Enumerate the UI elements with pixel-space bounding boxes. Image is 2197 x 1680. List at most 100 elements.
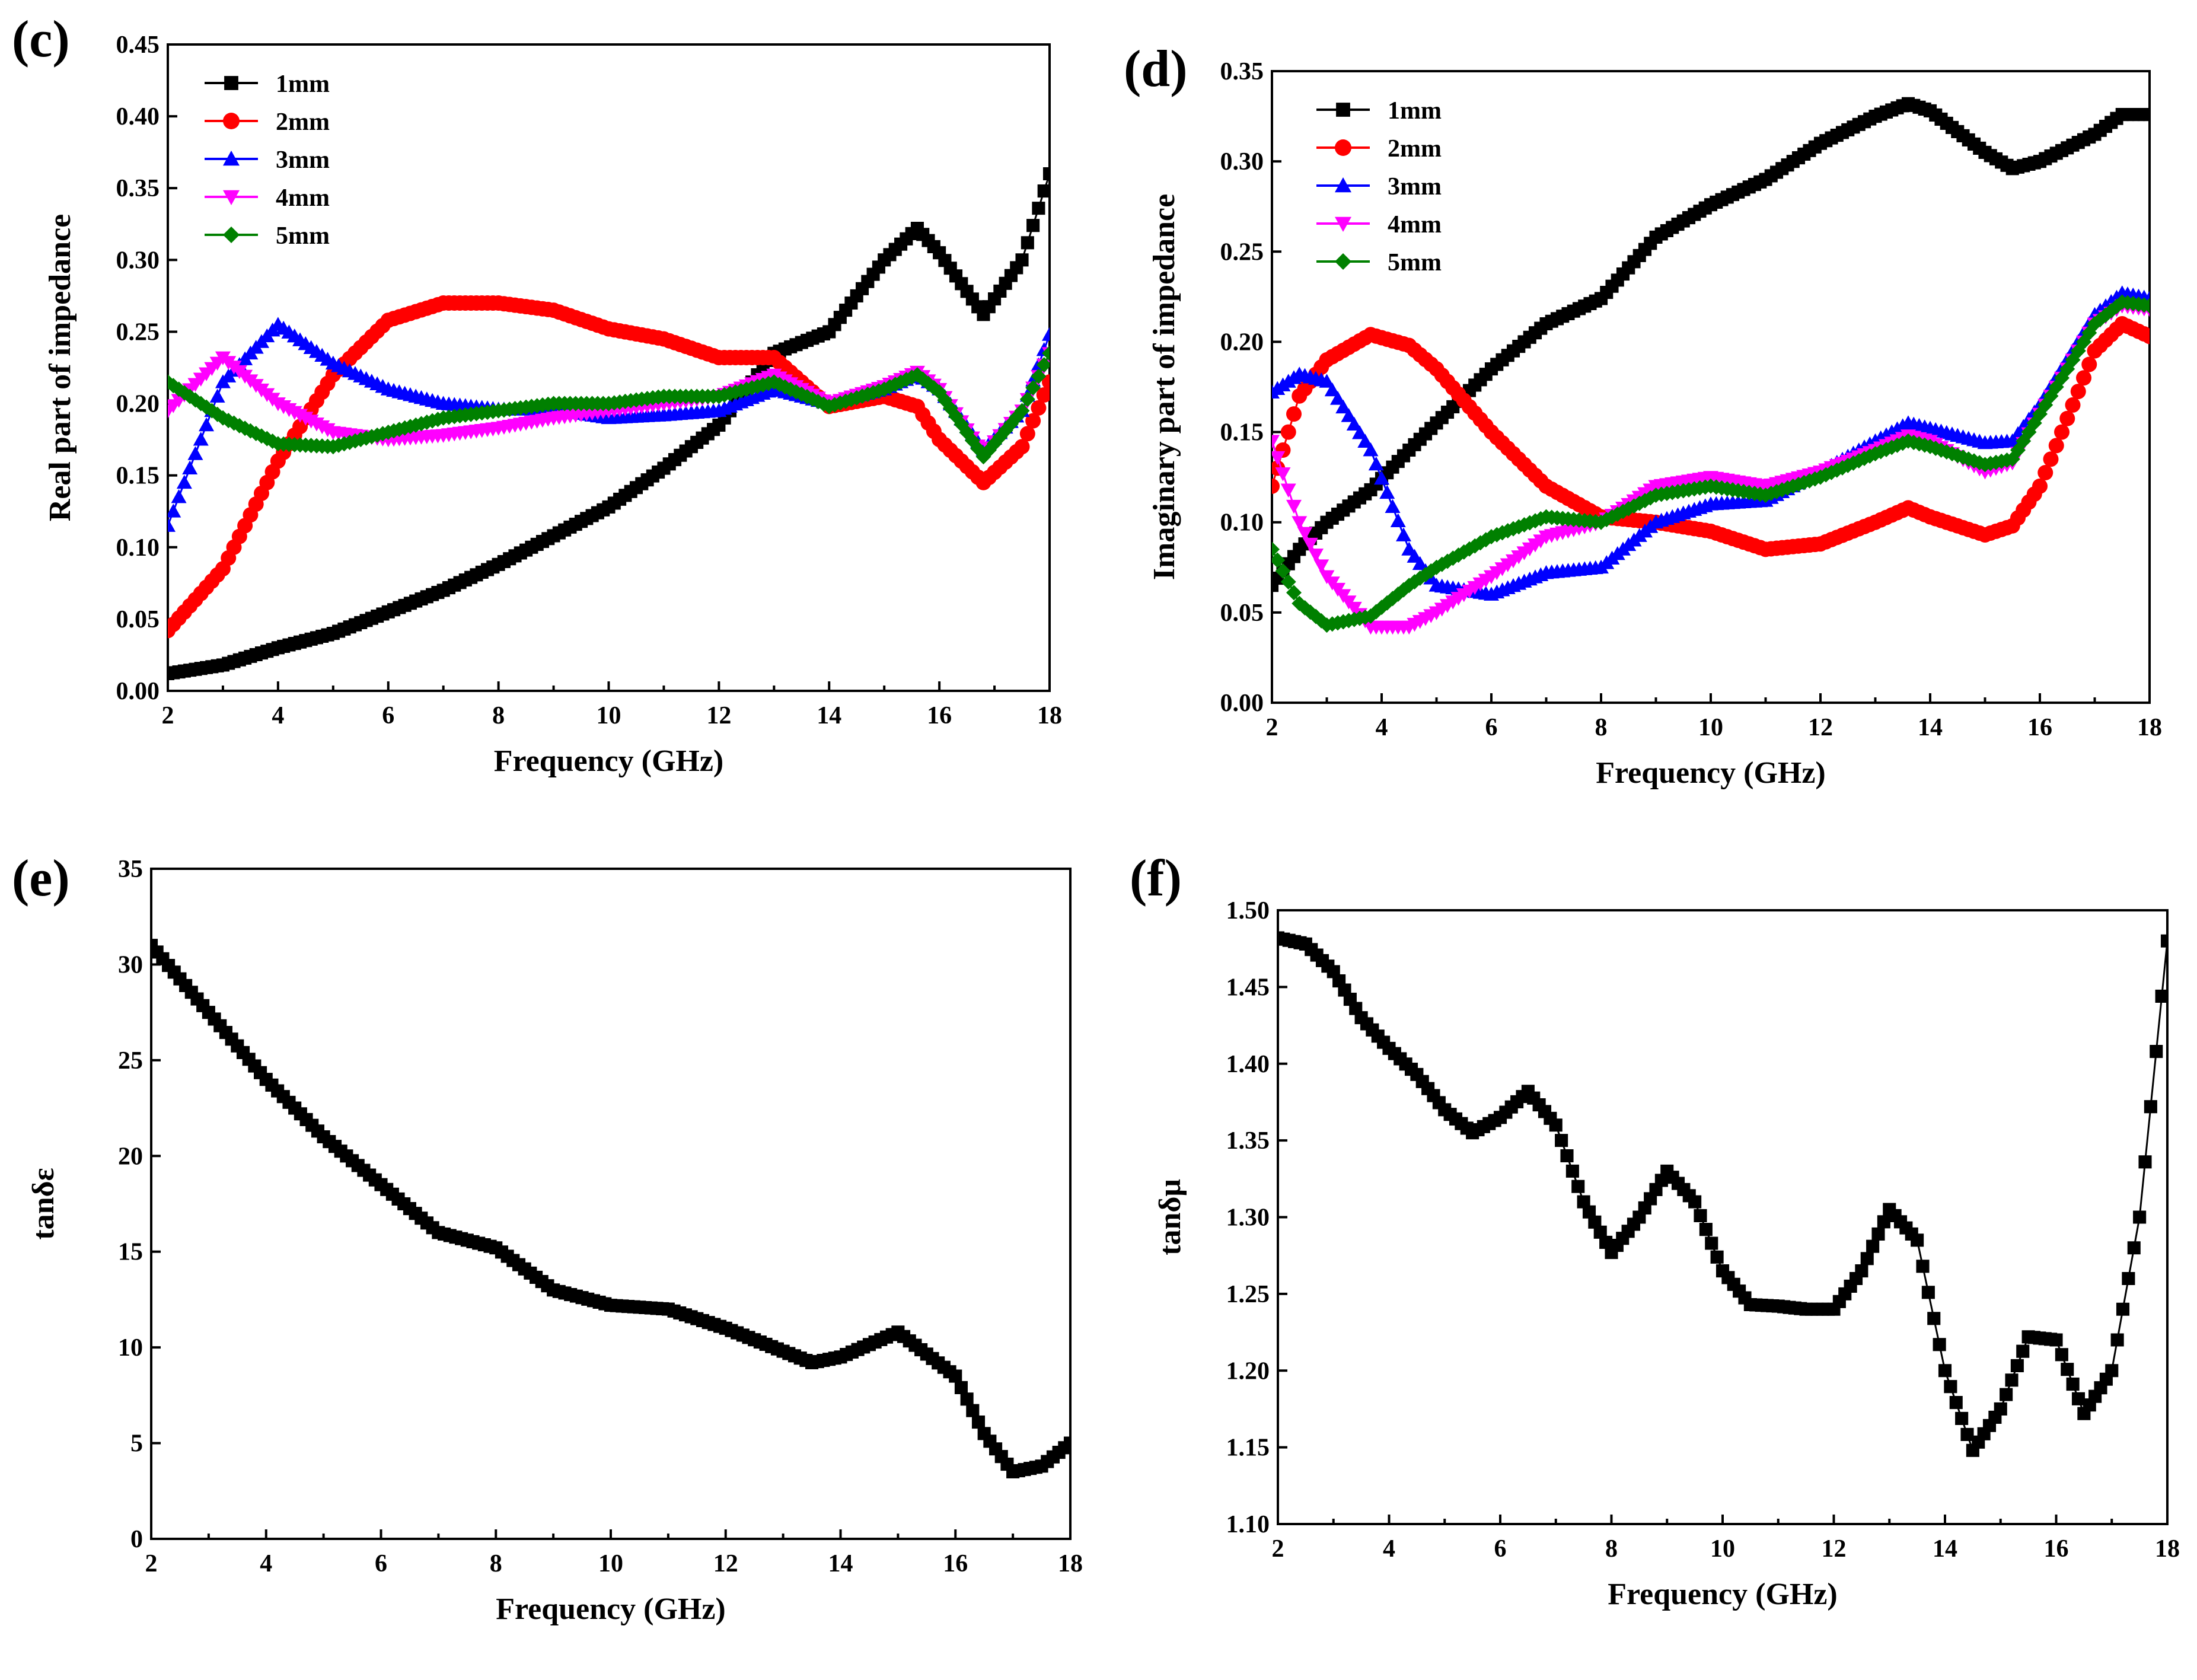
x-tick-label: 4 (1376, 714, 1388, 741)
data-point (1036, 387, 1050, 403)
data-point (1994, 1402, 2007, 1416)
data-point (2071, 1392, 2086, 1405)
x-tick-label: 14 (817, 702, 841, 729)
data-point (2116, 1302, 2130, 1316)
legend-marker (1335, 139, 1351, 156)
data-point (168, 404, 176, 419)
plot-area (168, 167, 1050, 680)
data-point (1014, 439, 1030, 455)
data-point (1286, 499, 1302, 514)
data-point (1710, 1250, 1724, 1264)
series-5mm (168, 345, 1050, 465)
x-tick-label: 18 (2137, 714, 2162, 741)
data-point (2005, 1373, 2019, 1387)
data-point (1705, 1236, 1718, 1250)
data-point (1042, 327, 1050, 341)
legend-label: 4mm (276, 184, 330, 212)
data-point (1396, 527, 1411, 541)
x-axis-title: Frequency (GHz) (1596, 756, 1826, 790)
data-point (2081, 356, 2097, 372)
x-tick-label: 6 (1485, 714, 1498, 741)
data-point (1015, 253, 1029, 267)
x-tick-label: 16 (2027, 714, 2052, 741)
data-point (1019, 391, 1035, 407)
y-tick-label: 15 (118, 1239, 143, 1266)
plot-area (151, 939, 1070, 1479)
data-point (1292, 516, 1308, 530)
data-point (1031, 368, 1047, 384)
data-point (1280, 574, 1296, 590)
y-tick-label: 0.20 (116, 391, 160, 418)
x-tick-label: 16 (943, 1550, 968, 1577)
data-point (1272, 451, 1286, 466)
legend-marker (1335, 253, 1351, 270)
panel-label: (e) (12, 850, 70, 907)
data-point (1330, 391, 1345, 405)
y-tick-label: 0.10 (1220, 509, 1264, 537)
data-point (182, 460, 198, 474)
x-tick-label: 16 (927, 702, 952, 729)
y-tick-label: 1.25 (1226, 1281, 1270, 1308)
x-tick-label: 4 (1383, 1535, 1395, 1563)
x-tick-label: 6 (1494, 1535, 1507, 1563)
data-point (1960, 1427, 1974, 1441)
legend-marker (1336, 103, 1350, 117)
series-1mm (168, 167, 1050, 680)
data-point (1390, 513, 1406, 527)
x-tick-label: 18 (2155, 1535, 2180, 1563)
series-line (151, 945, 1070, 1473)
data-point (2076, 370, 2091, 386)
legend: 1mm 2mm 3mm 4mm 5mm (205, 71, 330, 250)
data-point (2070, 384, 2086, 400)
data-point (2059, 410, 2075, 426)
legend-label: 3mm (1388, 173, 1442, 200)
data-point (2032, 478, 2048, 494)
legend-label: 1mm (276, 71, 330, 98)
data-point (1025, 413, 1041, 429)
data-point (2055, 1348, 2068, 1362)
data-point (1866, 1239, 1880, 1253)
data-point (1927, 1312, 1941, 1325)
data-point (1286, 585, 1302, 601)
data-point (1335, 399, 1351, 414)
series-5mm (1272, 294, 2150, 633)
legend-marker (223, 227, 240, 243)
y-tick-label: 35 (118, 856, 143, 883)
data-point (1357, 433, 1373, 448)
data-point (1286, 406, 1302, 422)
legend-label: 1mm (1388, 97, 1442, 125)
series-line (168, 302, 1050, 632)
data-point (1560, 1149, 1574, 1163)
x-tick-label: 4 (272, 702, 284, 729)
data-point (1368, 456, 1384, 471)
x-tick-label: 2 (162, 702, 174, 729)
data-point (1565, 1164, 1579, 1178)
data-point (1042, 345, 1050, 361)
y-tick-label: 0.25 (116, 318, 160, 346)
data-point (1860, 1252, 1874, 1265)
panel-label: (f) (1130, 850, 1182, 907)
legend-label: 2mm (276, 109, 330, 136)
panel-label: (d) (1124, 40, 1188, 98)
x-tick-label: 14 (828, 1550, 853, 1577)
legend-label: 3mm (276, 146, 330, 174)
data-point (1275, 467, 1291, 482)
x-tick-label: 6 (375, 1550, 387, 1577)
data-point (2065, 397, 2081, 413)
series-1mm (1272, 97, 2150, 592)
y-axis-title: tanδε (27, 1168, 60, 1239)
data-point (199, 417, 215, 432)
data-point (971, 1416, 986, 1429)
x-tick-label: 8 (1595, 714, 1608, 741)
legend-label: 2mm (1388, 135, 1442, 162)
plot-frame (1277, 909, 2169, 1525)
data-point (1272, 552, 1286, 568)
data-point (1302, 537, 1318, 552)
data-point (2066, 1377, 2080, 1391)
data-point (1944, 1380, 1957, 1394)
x-tick-label: 12 (1808, 714, 1833, 741)
x-tick-label: 16 (2044, 1535, 2069, 1563)
y-tick-label: 1.50 (1226, 897, 1270, 925)
y-tick-label: 0.30 (116, 247, 160, 274)
legend: 1mm 2mm 3mm 4mm 5mm (1316, 97, 1442, 276)
